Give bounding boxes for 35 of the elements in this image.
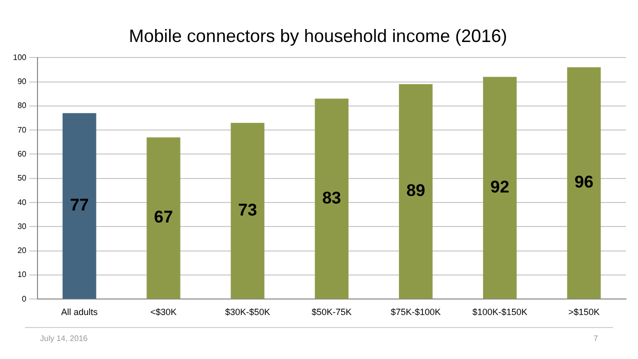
y-tick-label: 10	[17, 270, 27, 280]
text: 7	[594, 334, 599, 344]
y-tick-label: 80	[17, 101, 27, 110]
y-tick-label: 50	[17, 174, 27, 183]
y-tick-label: 0	[22, 294, 27, 304]
data-label: 67	[154, 208, 173, 227]
y-tick-label: 70	[17, 125, 27, 134]
bar	[314, 98, 348, 299]
y-tick-label: 90	[17, 76, 27, 86]
y-tick-label: 100	[12, 52, 27, 62]
x-tick-label: $30K-$50K	[225, 307, 270, 318]
x-tick-label: $75K-$100K	[390, 307, 441, 318]
x-tick-label: <$30K	[150, 307, 177, 318]
bar	[483, 76, 517, 299]
chart-title: Mobile connectors by household income (2016)	[128, 26, 508, 46]
text: July 14, 2016	[40, 334, 88, 344]
y-tick-label: 20	[17, 246, 27, 256]
y-tick-label: 40	[17, 198, 27, 207]
bar	[398, 84, 433, 299]
data-label: 96	[574, 172, 594, 192]
bar	[146, 137, 180, 299]
y-tick-label: 30	[17, 222, 27, 231]
bar	[62, 113, 96, 299]
data-label: 89	[406, 181, 426, 200]
bar	[567, 67, 601, 299]
data-label: 73	[238, 200, 258, 220]
bar	[230, 122, 264, 299]
x-tick-label: $50K-75K	[312, 307, 352, 318]
x-tick-label: All adults	[61, 307, 98, 318]
x-tick-label: $100K-$150K	[472, 307, 528, 318]
x-tick-label: >$150K	[568, 307, 600, 318]
data-label: 92	[490, 178, 510, 196]
data-label: 83	[322, 188, 342, 208]
data-label: 77	[70, 196, 89, 215]
y-tick-label: 60	[17, 149, 27, 158]
